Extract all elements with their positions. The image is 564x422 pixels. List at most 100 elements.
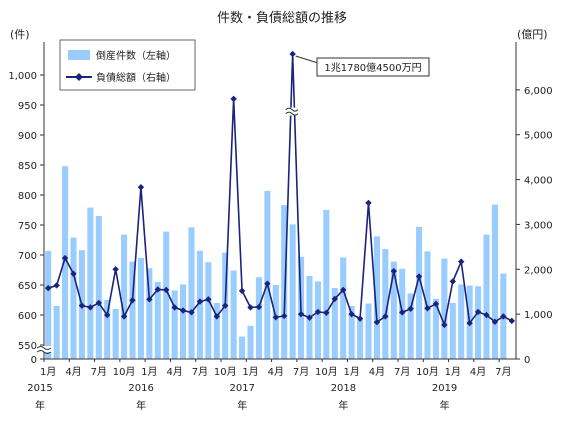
line-break-mark-1 [285,107,299,112]
legend-bar-label: 倒産件数（左軸） [96,49,176,62]
bar-3 [70,237,77,359]
debt-point-0 [45,284,52,292]
callout-text: 1兆1780億4500万円 [324,61,421,74]
debt-point-30 [297,310,305,318]
x-year-label-0: 2015 [27,383,52,394]
debt-point-13 [154,286,161,293]
right-axis-unit: (億円) [517,28,548,41]
bar-22 [230,270,237,359]
debt-point-42 [399,309,406,316]
x-tick-label-4: 1月 [141,366,157,378]
x-tick-label-1: 4月 [65,366,81,378]
legend-line-marker [75,73,83,81]
debt-point-2 [61,254,69,262]
debt-point-15 [171,304,178,311]
bar-12 [146,268,153,359]
debt-point-3 [70,270,77,277]
debt-point-23 [238,287,246,295]
debt-point-32 [314,308,322,316]
bar-53 [491,204,498,359]
left-tick-label-5: 750 [18,221,37,232]
bar-6 [95,216,102,359]
x-tick-label-17: 4月 [470,366,486,378]
bar-47 [441,258,448,359]
right-tick-label-0: 0 [524,355,530,366]
chart-title: 件数・負債総額の推移 [217,11,347,26]
debt-point-34 [331,295,338,303]
bar-33 [323,210,330,359]
left-tick-label-10: 1,000 [8,71,37,82]
debt-point-17 [188,309,195,316]
left-tick-label-9: 950 [18,101,37,112]
left-tick-label-7: 850 [18,161,37,172]
legend: 倒産件数（左軸） 負債総額（右軸） [59,39,196,91]
debt-point-48 [449,278,456,285]
legend-bar-swatch [68,50,90,60]
debt-point-20 [213,313,220,320]
bar-5 [87,207,94,359]
bar-16 [180,284,187,359]
debt-point-9 [120,313,128,320]
left-tick-label-4: 700 [18,251,37,262]
bar-0 [45,250,52,359]
x-tick-label-8: 1月 [242,366,258,378]
x-year-label-4: 2016 [128,383,153,394]
x-tick-label-5: 4月 [166,366,182,378]
debt-point-6 [95,299,102,307]
x-tick-label-3: 10月 [113,366,136,378]
x-tick-label-2: 7月 [91,366,107,378]
bar-1 [53,306,60,359]
line-break-mask [284,107,299,116]
x-tick-label-7: 10月 [214,366,237,378]
debt-point-36 [348,310,355,318]
bar-9 [121,234,128,359]
bar-2 [62,166,69,359]
bar-10 [129,261,136,359]
bar-26 [264,190,271,359]
bar-39 [373,236,380,359]
bar-15 [171,290,178,359]
debt-point-27 [272,314,279,321]
right-tick-label-5: 5,000 [524,131,553,142]
debt-point-10 [129,297,136,304]
debt-point-55 [508,317,515,325]
debt-point-46 [432,300,440,308]
debt-point-1 [53,282,60,289]
legend-box [59,39,196,91]
x-tick-label-9: 4月 [268,366,284,378]
x-year-label-12: 2018 [331,383,356,394]
bar-8 [112,309,119,359]
bar-series-layer [45,166,507,359]
bar-20 [213,303,220,359]
left-tick-label-1: 550 [18,341,37,352]
x-year-suffix-12: 年 [338,399,348,412]
debt-point-18 [196,298,204,305]
debt-point-5 [87,304,94,311]
debt-point-12 [146,296,153,303]
debt-point-7 [104,311,111,319]
debt-point-43 [407,305,414,312]
x-tick-label-13: 4月 [369,366,385,378]
bar-17 [188,227,195,359]
bar-35 [340,257,347,359]
callout-annotation: 1兆1780億4500万円 [295,55,430,77]
left-tick-label-2: 600 [18,311,37,322]
bar-48 [449,303,456,359]
x-tick-label-12: 1月 [343,366,359,378]
debt-point-41 [390,267,397,275]
debt-point-22 [230,95,237,103]
debt-point-37 [356,315,364,322]
legend-line-label: 負債総額（右軸） [96,71,176,84]
left-tick-label-3: 650 [18,281,37,292]
debt-point-38 [365,199,372,207]
bar-25 [255,277,262,359]
bar-23 [239,336,246,359]
right-tick-label-3: 3,000 [524,220,553,231]
debt-point-16 [179,307,187,314]
bar-11 [137,258,144,359]
debt-point-28 [281,312,288,320]
bar-28 [281,205,288,359]
axis-break-mask [36,346,52,352]
